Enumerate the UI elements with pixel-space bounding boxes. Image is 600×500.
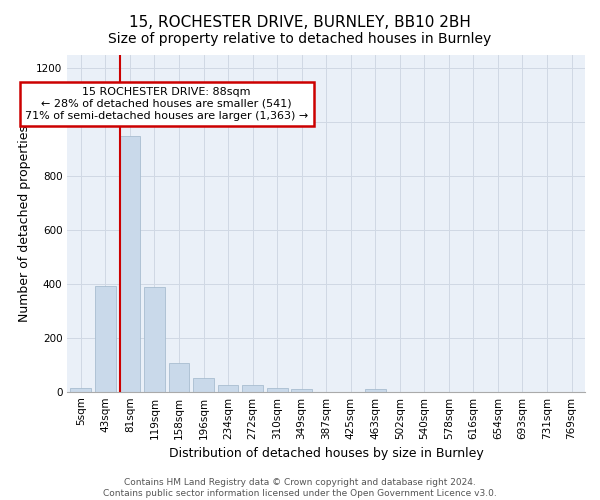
Bar xyxy=(119,136,140,392)
Bar xyxy=(70,388,91,392)
Bar xyxy=(144,286,165,392)
X-axis label: Distribution of detached houses by size in Burnley: Distribution of detached houses by size … xyxy=(169,447,484,460)
Text: Size of property relative to detached houses in Burnley: Size of property relative to detached ho… xyxy=(109,32,491,46)
Text: 15 ROCHESTER DRIVE: 88sqm
← 28% of detached houses are smaller (541)
71% of semi: 15 ROCHESTER DRIVE: 88sqm ← 28% of detac… xyxy=(25,88,308,120)
Bar xyxy=(193,378,214,392)
Bar xyxy=(169,363,190,392)
Text: Contains HM Land Registry data © Crown copyright and database right 2024.
Contai: Contains HM Land Registry data © Crown c… xyxy=(103,478,497,498)
Bar xyxy=(291,388,312,392)
Bar xyxy=(218,385,238,392)
Bar xyxy=(242,386,263,392)
Y-axis label: Number of detached properties: Number of detached properties xyxy=(18,125,31,322)
Bar xyxy=(95,286,116,392)
Bar xyxy=(266,388,287,392)
Bar xyxy=(365,389,386,392)
Text: 15, ROCHESTER DRIVE, BURNLEY, BB10 2BH: 15, ROCHESTER DRIVE, BURNLEY, BB10 2BH xyxy=(129,15,471,30)
